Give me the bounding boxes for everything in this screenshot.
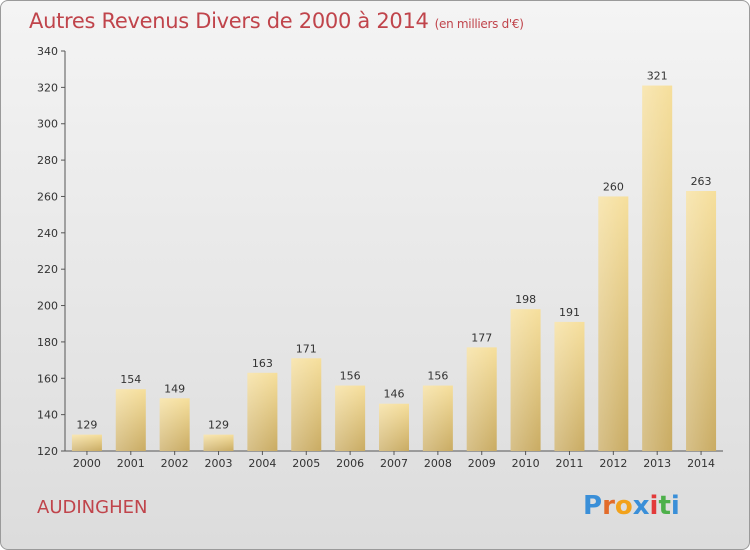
data-label: 154	[120, 373, 141, 386]
chart-bars	[71, 85, 717, 451]
y-tick-label: 320	[37, 81, 58, 94]
bar-highlight	[466, 347, 497, 451]
bar-highlight	[379, 403, 409, 451]
x-tick-label: 2002	[161, 457, 189, 470]
x-tick-label: 2001	[117, 457, 145, 470]
chart-title-text: Autres Revenus Divers de 2000 à 2014	[29, 9, 429, 33]
y-tick-label: 220	[37, 263, 58, 276]
bar-highlight	[422, 385, 453, 451]
y-tick-label: 120	[37, 445, 58, 458]
x-tick-label: 2006	[336, 457, 364, 470]
bar-highlight	[554, 321, 585, 451]
x-tick-label: 2007	[380, 457, 408, 470]
logo-letter: t	[658, 491, 671, 521]
data-label: 198	[515, 293, 536, 306]
y-tick-label: 280	[37, 154, 58, 167]
chart-labels: 129 2000 154 2001 149 2002 129 2003 163 2004 171 20…	[73, 70, 715, 470]
x-tick-label: 2014	[687, 457, 715, 470]
y-tick-label: 140	[37, 409, 58, 422]
bar-highlight	[159, 398, 190, 451]
bar-highlight	[203, 434, 234, 451]
y-tick-label: 260	[37, 190, 58, 203]
chart-axes: 120 140 160 180 200 220 240 260 280 300 320 340	[37, 45, 723, 458]
data-label: 149	[164, 382, 185, 395]
chart-title: Autres Revenus Divers de 2000 à 2014 (en …	[29, 9, 524, 33]
data-label: 156	[427, 370, 448, 383]
bar-highlight	[291, 358, 322, 451]
x-tick-label: 2010	[512, 457, 540, 470]
bar-highlight	[510, 309, 541, 451]
logo-letter: P	[583, 491, 603, 521]
data-label: 146	[384, 388, 405, 401]
x-tick-label: 2008	[424, 457, 452, 470]
x-tick-label: 2004	[248, 457, 276, 470]
bar-highlight	[642, 85, 673, 451]
x-tick-label: 2012	[599, 457, 627, 470]
chart-subtitle: (en milliers d'€)	[434, 17, 524, 31]
data-label: 129	[208, 419, 229, 432]
data-label: 163	[252, 357, 273, 370]
data-label: 263	[691, 175, 712, 188]
x-tick-label: 2013	[643, 457, 671, 470]
x-tick-label: 2005	[292, 457, 320, 470]
bar-highlight	[598, 196, 629, 451]
bar-highlight	[686, 191, 717, 451]
y-tick-label: 240	[37, 227, 58, 240]
data-label: 129	[76, 419, 97, 432]
x-tick-label: 2003	[205, 457, 233, 470]
data-label: 156	[340, 370, 361, 383]
logo-letter: i	[649, 491, 659, 521]
y-tick-label: 180	[37, 336, 58, 349]
bar-highlight	[247, 372, 278, 451]
x-tick-label: 2000	[73, 457, 101, 470]
y-tick-label: 200	[37, 300, 58, 313]
y-tick-label: 340	[37, 45, 58, 58]
data-label: 321	[647, 70, 668, 83]
bar-highlight	[335, 385, 366, 451]
y-tick-label: 300	[37, 118, 58, 131]
logo-letter: r	[602, 491, 615, 521]
x-tick-label: 2009	[468, 457, 496, 470]
proxiti-logo[interactable]: Proxiti	[583, 491, 680, 521]
data-label: 260	[603, 180, 624, 193]
bar-highlight	[71, 434, 102, 451]
location-label: AUDINGHEN	[37, 497, 148, 518]
y-tick-label: 160	[37, 372, 58, 385]
data-label: 191	[559, 306, 580, 319]
x-tick-label: 2011	[555, 457, 583, 470]
logo-letter: o	[614, 491, 633, 521]
bar-highlight	[115, 389, 146, 451]
data-label: 171	[296, 342, 317, 355]
logo-letter: i	[670, 491, 680, 521]
data-label: 177	[471, 331, 492, 344]
logo-letter: x	[632, 491, 650, 521]
